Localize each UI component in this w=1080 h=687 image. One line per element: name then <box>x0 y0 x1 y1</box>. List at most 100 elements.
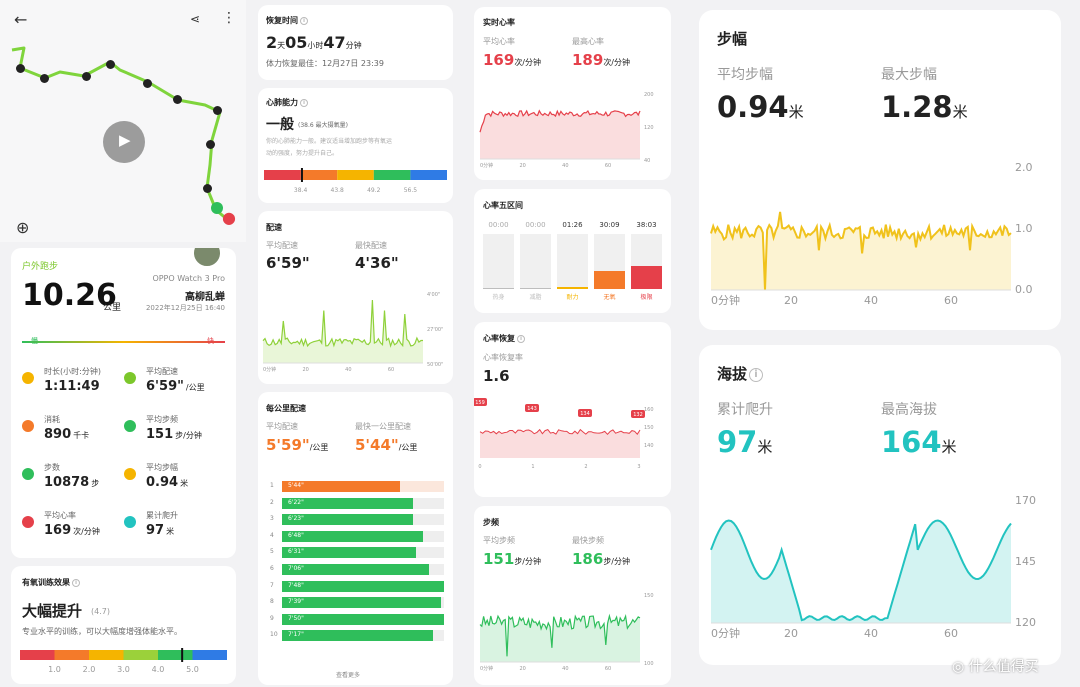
zone-time: 01:26 <box>562 221 583 229</box>
play-button[interactable] <box>103 121 145 163</box>
see-more-link[interactable]: 查看更多 <box>336 672 361 679</box>
scale-segment <box>373 170 411 180</box>
stat-value: 10878 步 <box>44 475 100 490</box>
scale-tick: 43.8 <box>331 187 345 194</box>
chart-line <box>479 428 641 436</box>
km-bar <box>282 613 444 625</box>
route-marker <box>143 79 152 88</box>
cadence-card: 步频 平均步频 151步/分钟 最快步频 186步/分钟 150 100 0分钟 20… <box>474 506 671 685</box>
avg-cadence-label: 平均步频 <box>483 536 515 545</box>
scale-tick: 1.0 <box>48 665 61 674</box>
y-tick: 120 <box>1015 616 1036 629</box>
zone-bar <box>483 288 514 289</box>
scale-segment <box>264 170 301 180</box>
chart-line <box>262 299 423 348</box>
x-tick: 0分钟 <box>480 665 493 672</box>
avg-pace-label: 平均配速 <box>266 422 298 431</box>
zone-label: 无氧 <box>603 294 616 301</box>
info-icon[interactable]: i <box>300 16 308 25</box>
max-hr-label: 最高心率 <box>572 37 604 46</box>
recovery-point-badge <box>525 404 539 412</box>
x-tick: 60 <box>388 367 394 373</box>
info-icon[interactable]: i <box>749 367 764 382</box>
more-options-icon[interactable]: ⋮ <box>222 10 236 26</box>
info-icon[interactable]: i <box>300 98 308 107</box>
best-pace-label: 最快配速 <box>355 241 387 250</box>
x-tick: 2 <box>584 464 587 470</box>
km-bar <box>282 564 430 575</box>
best-km-pace: 5'44"/公里 <box>355 436 418 454</box>
x-tick: 1 <box>531 464 534 470</box>
km-bar <box>282 481 401 492</box>
climb-label: 累计爬升 <box>717 402 773 418</box>
avg-cadence: 151步/分钟 <box>483 550 542 568</box>
x-tick: 40 <box>345 367 351 373</box>
recovery-point-label: 143 <box>527 406 537 412</box>
km-number: 10 <box>270 631 278 639</box>
locate-icon[interactable]: ⊕ <box>16 218 30 237</box>
y-tick: 145 <box>1015 555 1036 568</box>
user-name: 高柳乱蝉 <box>185 292 225 303</box>
y-tick: 0.0 <box>1015 283 1033 296</box>
x-tick: 0 <box>478 464 481 470</box>
recovery-point-label: 132 <box>633 412 643 418</box>
heart-icon <box>22 516 34 528</box>
chart-area <box>711 520 1011 623</box>
zone-bar <box>520 288 551 289</box>
back-arrow-icon[interactable]: ← <box>14 10 28 29</box>
km-pace-label: 6'31" <box>288 548 304 556</box>
pace-title: 配速 <box>266 223 282 232</box>
km-pace-title: 每公里配速 <box>266 404 306 413</box>
scale-tick: 38.4 <box>294 187 308 194</box>
scale-marker <box>181 648 184 662</box>
chart-area <box>263 300 423 363</box>
scale-segment <box>20 650 55 660</box>
play-icon[interactable]: ▶ <box>119 131 131 149</box>
zone-bar <box>594 270 625 289</box>
info-icon[interactable]: i <box>517 334 525 343</box>
y-tick: 120 <box>644 125 654 131</box>
avatar[interactable] <box>192 248 222 268</box>
km-pace-label: 5'44" <box>288 482 304 489</box>
avg-hr: 169次/分钟 <box>483 51 542 69</box>
y-tick: 150 <box>644 425 654 431</box>
scale-segment <box>89 650 124 660</box>
pace-chart: 4'00" 27'00" 50'00" 0分钟 20 40 60 <box>262 292 443 373</box>
hr-recovery-card: 心率恢复 i 心率恢复率 1.6 159 143 134 132 160 150 140 0 1 2… <box>474 322 671 497</box>
x-tick: 40 <box>562 163 568 169</box>
footprint-icon <box>124 468 136 480</box>
stat-label: 累计爬升 <box>146 511 178 520</box>
info-icon[interactable]: i <box>72 578 80 587</box>
hr-recovery-title: 心率恢复 i <box>483 333 525 344</box>
recovery-value: 2天05小时47分钟 <box>266 33 362 52</box>
map-panel[interactable]: ← ⋖ ⋮ ● ▶ ⊕ <box>0 0 246 242</box>
km-bar <box>282 514 414 526</box>
x-tick: 20 <box>519 163 525 169</box>
watermark: ◎ 什么值得买 <box>952 659 1039 675</box>
route-marker <box>106 60 115 69</box>
pace-gradient-bar <box>22 341 225 343</box>
share-icon[interactable]: ⋖ <box>190 12 201 26</box>
footprint-icon <box>124 420 136 432</box>
x-tick: 40 <box>562 666 568 672</box>
recovery-point-badge <box>474 398 487 406</box>
zone-label: 耐力 <box>566 294 579 301</box>
scale-segment <box>337 170 374 180</box>
recovery-point-label: 134 <box>580 411 590 417</box>
vo2-desc: 动的强度，努力提升自己。 <box>266 150 339 157</box>
route-marker <box>16 64 25 73</box>
scale-segment <box>123 650 158 660</box>
stat-value: 1:11:49 <box>44 379 100 394</box>
recovery-point-badge <box>578 409 592 417</box>
aerobic-score: (4.7) <box>91 607 110 616</box>
km-bar <box>282 597 441 609</box>
x-tick: 0分钟 <box>711 626 740 640</box>
zone-label: 热身 <box>492 294 505 301</box>
chart-line <box>479 613 641 657</box>
stat-label: 消耗 <box>44 415 60 424</box>
y-tick: 50'00" <box>427 362 443 368</box>
scale-segment <box>158 650 193 660</box>
scale-tick: 4.0 <box>152 665 165 674</box>
watermark-logo-icon: ◎ <box>952 659 965 675</box>
